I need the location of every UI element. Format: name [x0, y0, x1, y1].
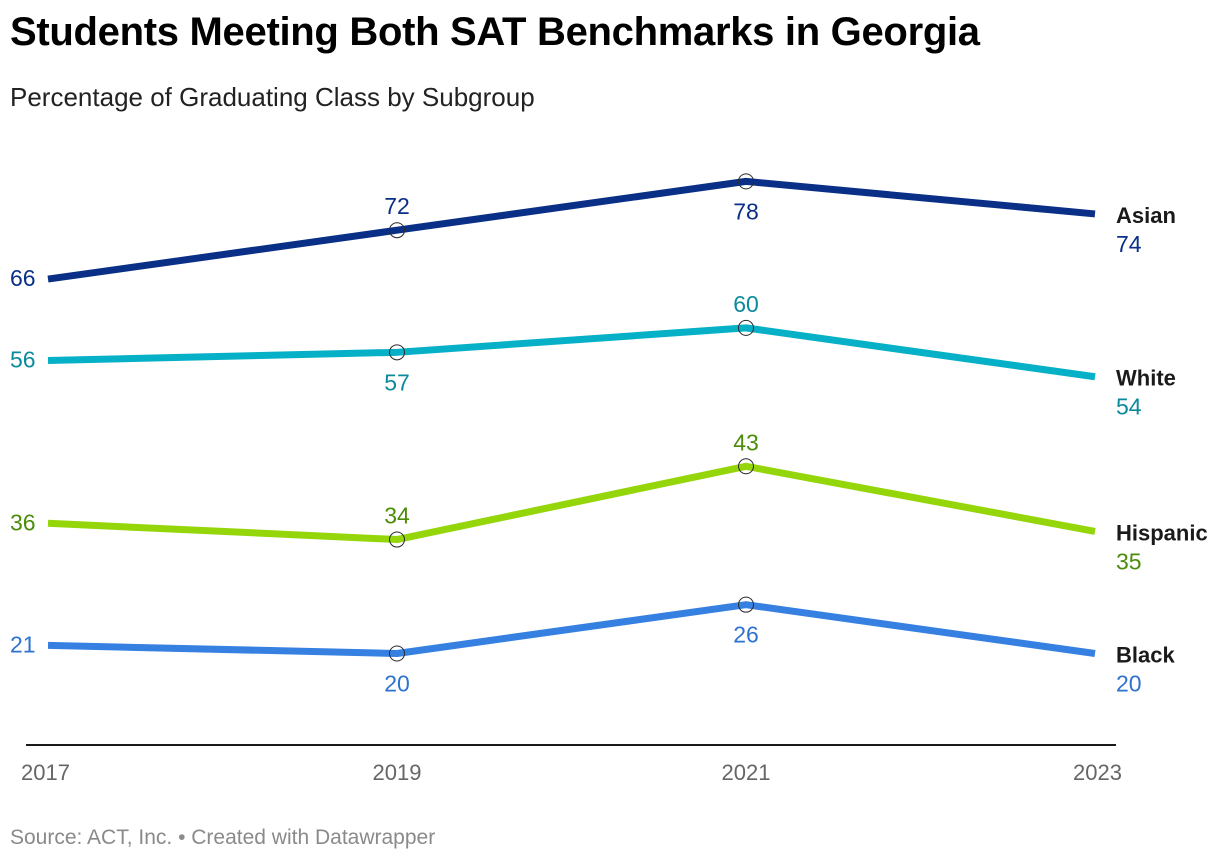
- data-point-black: [389, 645, 405, 662]
- x-tick-label: 2021: [722, 760, 771, 785]
- source-note: Source: ACT, Inc. • Created with Datawra…: [10, 826, 436, 849]
- data-point-hispanic: [738, 458, 754, 475]
- data-label-black: 21: [10, 631, 36, 657]
- data-point-white: [738, 319, 754, 336]
- data-point-black: [738, 596, 754, 613]
- series-line-hispanic: [47, 462, 1096, 544]
- data-label-white: 60: [733, 291, 759, 317]
- data-label-asian: 74: [1116, 231, 1142, 257]
- series-label-asian: Asian: [1116, 203, 1176, 228]
- series-label-hispanic: Hispanic: [1116, 520, 1208, 545]
- chart-title: Students Meeting Both SAT Benchmarks in …: [10, 10, 980, 54]
- data-label-hispanic: 35: [1116, 548, 1142, 574]
- data-label-black: 20: [384, 671, 410, 697]
- data-label-white: 54: [1116, 394, 1142, 420]
- data-label-black: 26: [733, 622, 759, 648]
- x-tick-label: 2017: [21, 760, 70, 785]
- series-label-white: White: [1116, 366, 1176, 391]
- series-line-asian: [47, 177, 1096, 283]
- data-label-black: 20: [1116, 671, 1142, 697]
- data-label-hispanic: 34: [384, 503, 410, 529]
- data-point-asian: [738, 173, 754, 190]
- x-tick-label: 2019: [373, 760, 422, 785]
- x-tick-label: 2023: [1073, 760, 1122, 785]
- data-label-asian: 72: [384, 193, 410, 219]
- data-point-white: [389, 344, 405, 361]
- series-line-black: [47, 601, 1096, 657]
- series-label-black: Black: [1116, 643, 1175, 668]
- data-label-asian: 66: [10, 265, 36, 291]
- data-label-white: 56: [10, 346, 36, 372]
- data-label-white: 57: [384, 369, 410, 395]
- data-point-asian: [389, 222, 405, 239]
- chart-subtitle: Percentage of Graduating Class by Subgro…: [10, 82, 535, 112]
- data-label-asian: 78: [733, 198, 759, 224]
- data-label-hispanic: 43: [733, 429, 759, 455]
- data-label-hispanic: 36: [10, 509, 36, 535]
- series-line-white: [47, 324, 1096, 381]
- data-point-hispanic: [389, 531, 405, 548]
